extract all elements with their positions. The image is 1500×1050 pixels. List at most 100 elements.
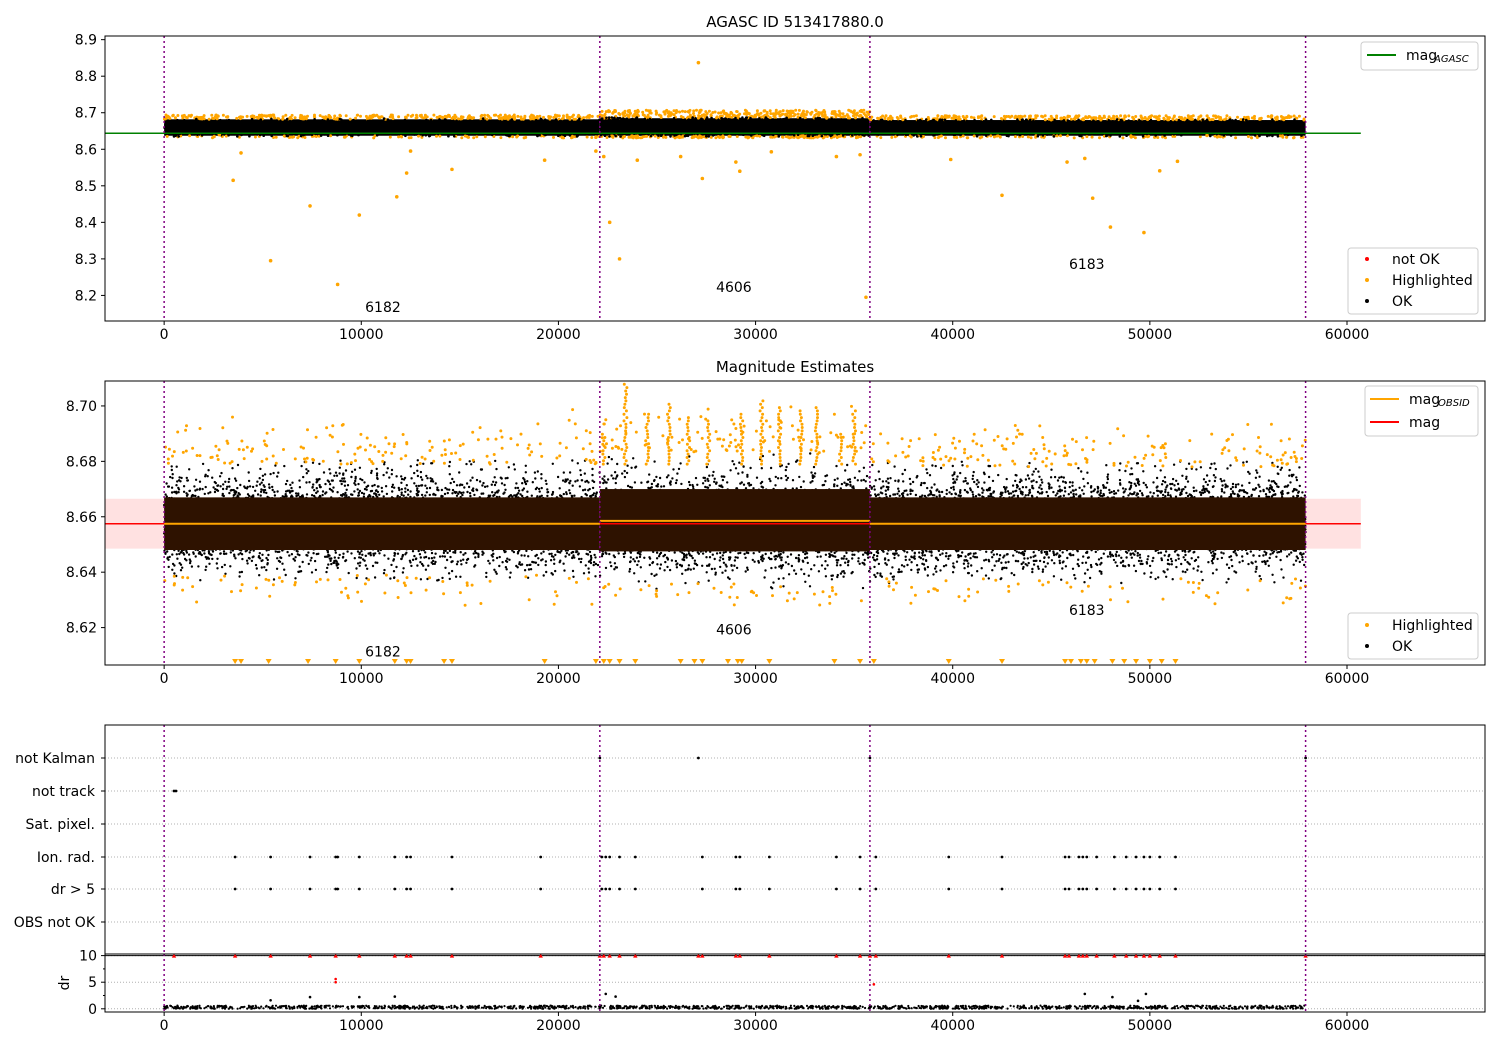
highlighted-outlier-point [231, 178, 235, 183]
dr-xtick-label: 30000 [733, 1018, 778, 1034]
dr-ytick-label: 5 [88, 975, 97, 991]
below-axis-marker [677, 659, 684, 664]
flag-point [539, 887, 543, 891]
flag-point [1304, 756, 1307, 760]
dr-baseline-points [163, 1004, 1306, 1010]
highlighted-outlier-point [450, 167, 454, 172]
legend-marker-swatch [1365, 299, 1369, 303]
highlighted-outlier-point [678, 154, 683, 159]
flag-point [357, 855, 361, 859]
dr-clipped-marker [268, 953, 273, 958]
legend-marker-label: Highlighted [1392, 618, 1473, 634]
flag-point [393, 855, 397, 859]
dr-red-point [334, 977, 337, 981]
obsid-label: 6182 [365, 300, 401, 316]
flag-point [336, 855, 340, 859]
dr-clipped-marker [607, 953, 612, 958]
dr-clipped-marker [999, 953, 1005, 958]
flag-point [334, 855, 338, 859]
dr-clipped-marker [1076, 953, 1082, 958]
flag-point [1134, 855, 1138, 859]
below-axis-marker [766, 659, 773, 664]
mid-ytick-label: 8.66 [66, 510, 97, 526]
below-axis-marker [305, 659, 312, 664]
top-ytick-label: 8.4 [75, 215, 97, 231]
dr-xtick-label: 40000 [930, 1018, 975, 1034]
dr-xtick-label: 20000 [536, 1018, 581, 1034]
highlighted-outlier-point [1065, 160, 1069, 164]
dr-clipped-marker [392, 953, 397, 958]
dr-point [1111, 995, 1114, 999]
below-axis-marker [857, 659, 864, 664]
flag-category-label: Ion. rad. [37, 850, 95, 866]
flag-point [600, 887, 604, 891]
dr-clipped-marker [449, 953, 455, 958]
obsid-label: 6182 [365, 645, 401, 661]
highlighted-outlier-point [335, 282, 340, 287]
dr-ytick-label: 0 [88, 1002, 97, 1018]
legend-marker-label: Highlighted [1392, 273, 1473, 289]
flag-point [1148, 887, 1152, 891]
highlighted-outlier-point [408, 149, 413, 153]
dr-clipped-marker [873, 953, 879, 958]
highlighted-outlier-point [1175, 159, 1180, 164]
flag-point [1067, 887, 1071, 891]
dr-clipped-marker [834, 953, 839, 958]
legend-mag-agasc-label: mag [1406, 48, 1437, 64]
flag-point [700, 887, 704, 891]
flag-point [598, 756, 602, 760]
dr-xtick-label: 0 [160, 1018, 169, 1034]
highlighted-outlier-point [268, 258, 273, 263]
below-axis-marker [441, 659, 448, 664]
below-axis-marker [407, 659, 414, 664]
legend-marker-swatch [1365, 257, 1369, 261]
dr-point [1136, 999, 1140, 1003]
flag-point [604, 855, 608, 859]
below-axis-marker [691, 659, 698, 664]
top-ytick-label: 8.7 [75, 106, 97, 122]
flag-point [409, 887, 412, 891]
flag-point [835, 855, 838, 859]
below-axis-marker [1133, 659, 1140, 664]
flag-category-label: dr > 5 [51, 882, 95, 898]
highlighted-outlier-point [607, 220, 612, 225]
legend-marker-swatch [1365, 623, 1369, 627]
dr-clipped-marker [1133, 953, 1139, 958]
below-axis-marker [600, 659, 607, 664]
flag-point [393, 887, 397, 891]
dr-red-point [334, 980, 337, 984]
legend-line-label: mag [1409, 392, 1440, 408]
flag-point [738, 855, 742, 859]
highlighted-outlier-point [1157, 169, 1162, 173]
flag-point [600, 855, 604, 859]
dr-clipped-marker [1094, 953, 1099, 958]
flag-point [1063, 887, 1067, 891]
below-axis-marker [738, 659, 745, 664]
dr-clipped-marker [404, 953, 409, 958]
panel-dr: 0 10000 20000 30000 40000 50000 60000 0 5 10 dr [57, 949, 1486, 1034]
flag-point [1063, 855, 1067, 859]
flag-point [1158, 887, 1162, 891]
below-axis-marker [945, 659, 952, 664]
flag-category-label: Sat. pixel. [26, 817, 95, 833]
dr-clipped-marker [1112, 953, 1117, 958]
below-axis-marker [870, 659, 877, 664]
flag-point [1174, 855, 1177, 859]
flag-point [1077, 855, 1081, 859]
flag-point [1000, 887, 1004, 891]
below-axis-marker [606, 659, 613, 664]
below-axis-marker [592, 659, 599, 664]
top-xtick-label: 50000 [1128, 327, 1173, 343]
mid-xtick-label: 60000 [1325, 671, 1370, 687]
flag-point [734, 855, 738, 859]
dr-xtick-label: 50000 [1128, 1018, 1173, 1034]
dr-axes-frame [104, 953, 1486, 1013]
flag-point [539, 855, 543, 859]
below-axis-marker [1091, 659, 1098, 664]
dr-clipped-marker [617, 953, 622, 958]
below-axis-marker [632, 659, 639, 664]
dr-clipped-marker [538, 953, 543, 958]
dr-axis-label: dr [57, 975, 73, 990]
highlighted-outlier-point [948, 157, 953, 162]
below-axis-marker [1146, 659, 1153, 664]
